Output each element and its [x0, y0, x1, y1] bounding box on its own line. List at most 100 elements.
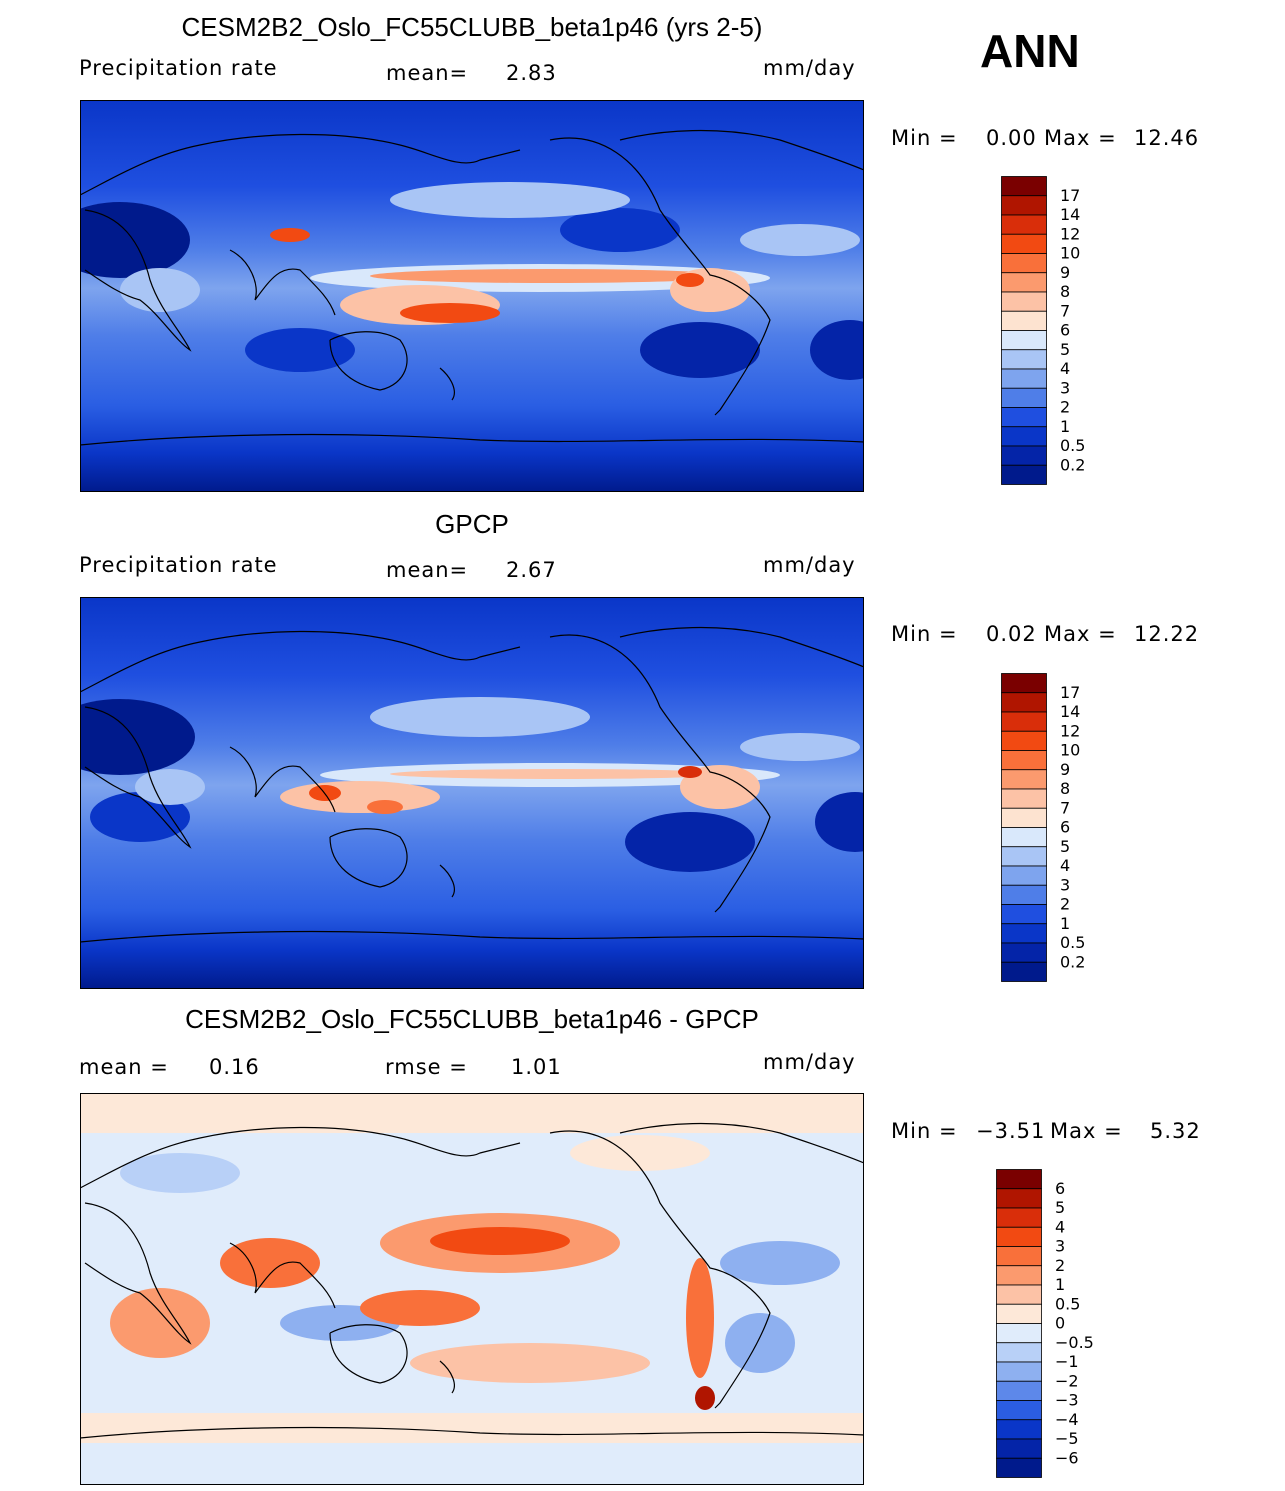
colorbar-tick-label: 14: [1060, 702, 1080, 721]
colorbar-swatch: [1001, 692, 1047, 713]
colorbar-tick-label: 14: [1060, 205, 1080, 224]
panel3-frame: [80, 1093, 864, 1485]
colorbar-swatch: [996, 1380, 1042, 1401]
colorbar-swatch: [996, 1284, 1042, 1305]
panel3-rmse-value: 1.01: [511, 1055, 562, 1079]
colorbar-swatch: [1001, 711, 1047, 732]
colorbar-tick-label: 10: [1060, 741, 1080, 760]
panel1-itcz-core: [370, 269, 730, 283]
panel1-mean-label: mean=: [386, 61, 469, 85]
panel1-spcz-core: [400, 303, 500, 323]
panel2-amazon: [680, 765, 760, 809]
colorbar-tick-label: 2: [1060, 895, 1070, 914]
panel2-npac-storm-track: [370, 697, 590, 737]
colorbar-tick-label: 1: [1055, 1275, 1065, 1294]
colorbar-tick-label: 7: [1060, 301, 1070, 320]
colorbar-swatch: [1001, 368, 1047, 389]
colorbar-swatch: [1001, 330, 1047, 351]
colorbar-swatch: [1001, 176, 1047, 197]
colorbar-swatch: [996, 1188, 1042, 1209]
colorbar-swatch: [1001, 769, 1047, 790]
panel2-africa-rain: [135, 769, 205, 805]
colorbar-tick-label: 0.5: [1055, 1294, 1080, 1313]
panel1-min-label: Min =: [891, 126, 958, 150]
panel2-min-value: 0.02: [986, 622, 1037, 646]
colorbar-swatch: [1001, 942, 1047, 963]
panel2-max-value: 12.22: [1134, 622, 1200, 646]
colorbar-swatch: [1001, 426, 1047, 447]
panel1-dry-sahara: [80, 202, 190, 278]
colorbar-swatch: [996, 1400, 1042, 1421]
season-label: ANN: [980, 25, 1080, 77]
panel1-dry-indian: [245, 328, 355, 372]
panel2-coastlines: [80, 626, 864, 943]
colorbar-swatch: [996, 1361, 1042, 1382]
panel2-mean-label: mean=: [386, 558, 469, 582]
panel3-max-value: 5.32: [1150, 1119, 1201, 1143]
panel2-map-svg: [80, 597, 864, 989]
colorbar-tick-label: 12: [1060, 224, 1080, 243]
panel1-dry-ne-pacific: [560, 208, 680, 252]
colorbar-swatch: [1001, 195, 1047, 216]
colorbar-swatch: [1001, 310, 1047, 331]
colorbar-tick-label: −2: [1055, 1371, 1079, 1390]
panel1-min-value: 0.00: [986, 126, 1037, 150]
colorbar-tick-label: 6: [1060, 818, 1070, 837]
panel3-southern-band: [80, 1413, 864, 1443]
panel3-europe-neg: [120, 1153, 240, 1193]
panel2-units: mm/day: [763, 553, 856, 577]
colorbar-swatch: [996, 1207, 1042, 1228]
panel1-colorbar: 17 14 12 10 9 8 7 6 5 4 3 2 1 0.5 0.2: [1001, 176, 1101, 485]
panel1-himalaya-max: [270, 228, 310, 242]
panel2-itcz-core: [390, 769, 730, 779]
panel2-frame: [80, 597, 864, 989]
panel3-arctic-band: [80, 1093, 864, 1133]
panel1-title: CESM2B2_Oslo_FC55CLUBB_beta1p46 (yrs 2-5…: [181, 12, 763, 42]
colorbar-tick-label: 4: [1060, 359, 1070, 378]
panel1-dry-s-atlantic: [810, 320, 864, 380]
colorbar-swatch: [996, 1246, 1042, 1267]
colorbar-swatch: [1001, 827, 1047, 848]
panel2-new-guinea-max: [367, 800, 403, 814]
colorbar-tick-label: 9: [1060, 760, 1070, 779]
colorbar-tick-label: 2: [1055, 1256, 1065, 1275]
colorbar-tick-label: 17: [1060, 186, 1080, 205]
panel1-frame: [80, 100, 864, 492]
panel3-title: CESM2B2_Oslo_FC55CLUBB_beta1p46 - GPCP: [185, 1004, 759, 1034]
colorbar-tick-label: 0.5: [1060, 436, 1085, 455]
panel2-map: [80, 597, 864, 989]
colorbar-swatch: [1001, 349, 1047, 370]
panel3-units: mm/day: [763, 1050, 856, 1074]
colorbar-swatch: [1001, 788, 1047, 809]
colorbar-swatch: [1001, 961, 1047, 982]
colorbar-swatch: [1001, 865, 1047, 886]
panel1-map-svg: [80, 100, 864, 492]
panel3-brazil-neg: [725, 1313, 795, 1373]
colorbar-tick-label: 6: [1060, 321, 1070, 340]
panel1-panama-max: [676, 273, 704, 287]
panel1-map: [80, 100, 864, 492]
panel3-max-label: Max =: [1050, 1119, 1123, 1143]
colorbar-tick-label: 1: [1060, 417, 1070, 436]
colorbar-swatch: [1001, 730, 1047, 751]
panel1-variable-label: Precipitation rate: [79, 56, 278, 80]
panel1-max-value: 12.46: [1134, 126, 1200, 150]
panel2-panama-max: [678, 766, 702, 778]
panel1-max-label: Max =: [1044, 126, 1117, 150]
colorbar-tick-label: 3: [1060, 875, 1070, 894]
panel3-map: [80, 1093, 864, 1485]
colorbar-swatch: [1001, 923, 1047, 944]
panel3-spcz-pos: [360, 1290, 480, 1326]
panel1-units: mm/day: [763, 56, 856, 80]
panel3-andes-pos: [686, 1258, 714, 1378]
panel3-min-label: Min =: [891, 1119, 958, 1143]
panel3-spac-pos: [410, 1343, 650, 1383]
colorbar-tick-label: 9: [1060, 263, 1070, 282]
colorbar-tick-label: 3: [1055, 1237, 1065, 1256]
panel3-map-svg: [80, 1093, 864, 1485]
colorbar-tick-label: −6: [1055, 1448, 1079, 1467]
panel1-natl-storm-track: [740, 224, 860, 256]
